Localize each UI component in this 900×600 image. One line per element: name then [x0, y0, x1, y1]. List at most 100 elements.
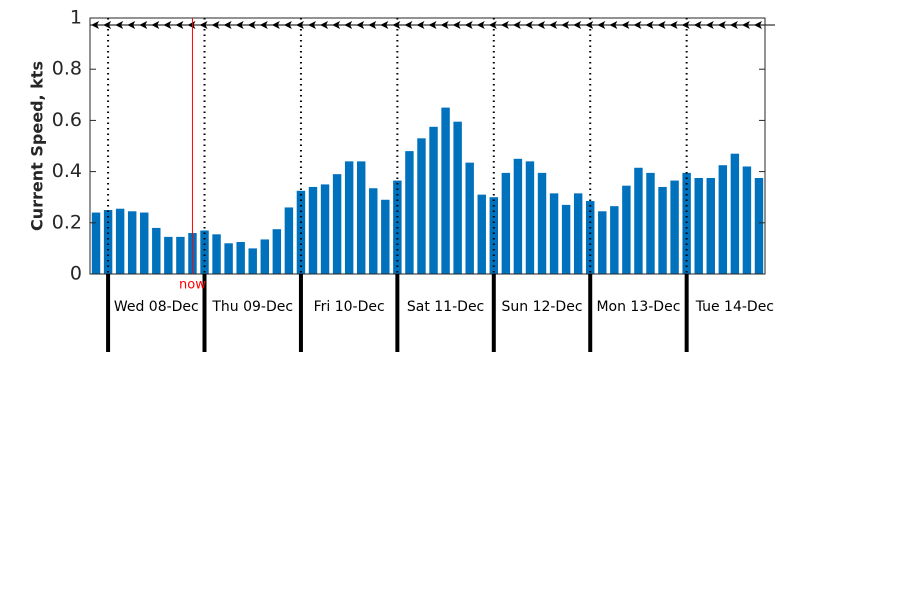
- bar: [730, 153, 740, 274]
- direction-arrow: [500, 21, 509, 29]
- bar: [441, 107, 450, 274]
- direction-arrow: [332, 21, 341, 29]
- direction-arrow: [283, 21, 292, 29]
- bar: [682, 172, 691, 274]
- plot-frame: [89, 17, 766, 275]
- direction-arrow: [645, 21, 654, 29]
- direction-arrow: [187, 21, 196, 29]
- direction-arrow: [729, 21, 738, 29]
- x-tick-label: Tue 14-Dec: [695, 299, 774, 315]
- bar: [622, 185, 631, 274]
- direction-arrow: [561, 21, 570, 29]
- y-tick-label: 0.8: [52, 58, 82, 80]
- bar: [152, 227, 161, 274]
- direction-arrow: [368, 21, 377, 29]
- y-tick-label: 0.2: [52, 211, 82, 233]
- direction-arrow: [440, 21, 449, 29]
- direction-arrow: [404, 21, 413, 29]
- bar: [598, 211, 607, 274]
- bar: [272, 229, 282, 274]
- bar: [369, 188, 378, 274]
- bar: [429, 126, 438, 274]
- direction-arrow: [717, 21, 726, 29]
- bar: [694, 178, 703, 274]
- bar: [236, 242, 245, 274]
- direction-arrow: [211, 21, 220, 29]
- bar: [634, 167, 643, 274]
- direction-arrow: [537, 21, 546, 29]
- bar: [573, 193, 583, 274]
- now-label: now: [179, 278, 206, 293]
- bar: [115, 208, 125, 274]
- y-tick-label: 1: [70, 7, 82, 29]
- direction-arrow: [307, 21, 316, 29]
- bar: [453, 121, 462, 275]
- y-tick-label: 0.4: [52, 160, 82, 182]
- bar: [200, 230, 209, 274]
- bar: [658, 186, 667, 274]
- direction-arrow: [416, 21, 425, 29]
- bar: [513, 158, 523, 274]
- bar: [670, 180, 679, 274]
- x-tick-label: Wed 08-Dec: [114, 299, 199, 315]
- direction-arrow: [524, 21, 533, 29]
- direction-arrow: [271, 21, 280, 29]
- direction-arrow: [621, 21, 630, 29]
- bar: [344, 161, 354, 274]
- direction-arrow: [753, 21, 762, 29]
- direction-arrow: [549, 21, 558, 29]
- bar: [465, 162, 474, 274]
- bar: [140, 212, 149, 274]
- bar: [646, 172, 655, 274]
- direction-arrow: [223, 21, 232, 29]
- bar: [754, 178, 764, 274]
- direction-arrow: [344, 21, 353, 29]
- bar: [260, 239, 269, 274]
- bar: [308, 186, 318, 274]
- bar: [91, 212, 101, 274]
- bar: [477, 194, 486, 274]
- direction-arrow: [380, 21, 389, 29]
- direction-arrow: [428, 21, 437, 29]
- direction-arrow: [127, 21, 136, 29]
- bar: [212, 234, 221, 274]
- bar: [381, 199, 390, 274]
- x-tick-label: Mon 13-Dec: [596, 299, 680, 315]
- direction-arrow: [235, 21, 244, 29]
- direction-arrow: [597, 21, 606, 29]
- direction-arrow: [175, 21, 184, 29]
- bar: [296, 190, 306, 274]
- direction-arrow: [669, 21, 678, 29]
- x-tick-label: Thu 09-Dec: [211, 299, 293, 315]
- bar: [537, 172, 547, 274]
- direction-arrow: [693, 21, 702, 29]
- direction-arrow: [512, 21, 521, 29]
- bar: [586, 201, 595, 274]
- direction-arrow: [356, 21, 365, 29]
- direction-arrow: [139, 21, 148, 29]
- bar: [742, 166, 752, 274]
- direction-arrow: [573, 21, 582, 29]
- direction-arrow: [91, 21, 100, 29]
- bar: [320, 184, 330, 274]
- x-tick-label: Sat 11-Dec: [407, 299, 484, 315]
- direction-arrow: [657, 21, 666, 29]
- direction-arrow: [115, 21, 124, 29]
- bar: [127, 211, 137, 274]
- direction-arrow: [705, 21, 714, 29]
- bar: [417, 138, 426, 274]
- direction-arrow: [320, 21, 329, 29]
- direction-arrow: [476, 21, 485, 29]
- direction-arrow: [259, 21, 268, 29]
- direction-arrow: [633, 21, 642, 29]
- bar: [103, 210, 113, 274]
- bar: [356, 161, 366, 274]
- bar: [549, 193, 559, 274]
- direction-arrow: [609, 21, 618, 29]
- bar: [284, 207, 294, 274]
- direction-arrow: [151, 21, 160, 29]
- x-tick-label: Fri 10-Dec: [314, 299, 385, 315]
- bar: [405, 151, 414, 274]
- bar: [610, 206, 619, 274]
